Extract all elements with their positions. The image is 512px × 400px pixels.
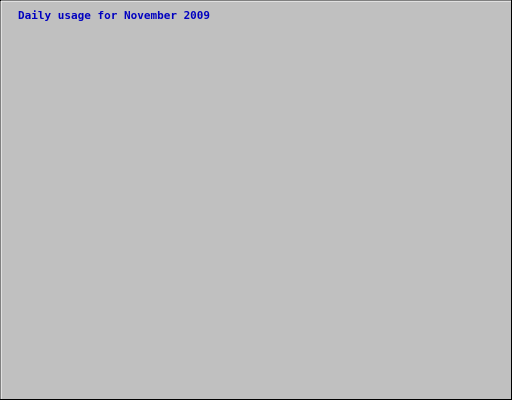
chart-title: Daily usage for November 2009 bbox=[18, 9, 210, 22]
